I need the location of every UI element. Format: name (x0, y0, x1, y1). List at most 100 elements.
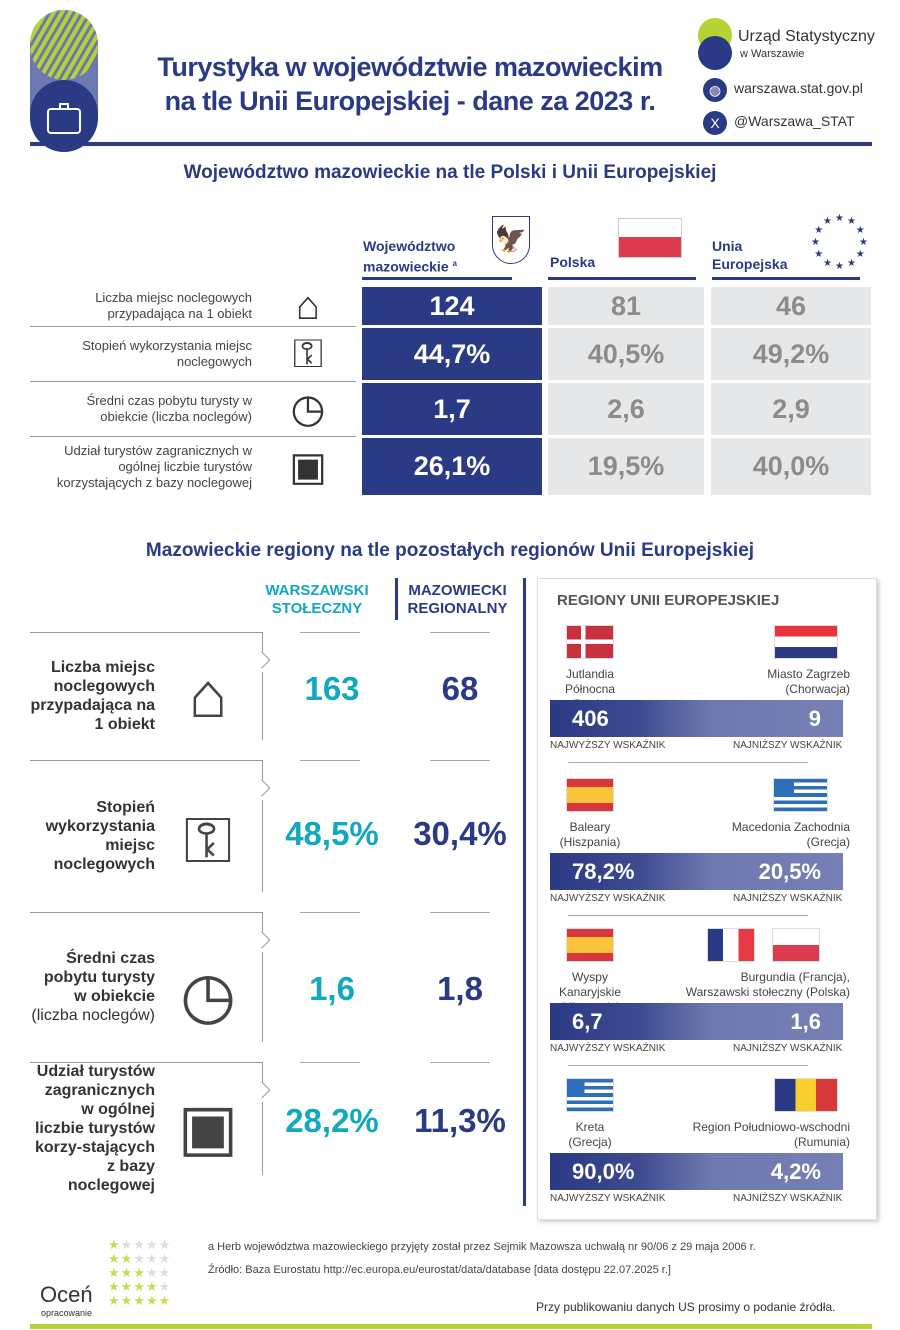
eu-value: 46 (711, 287, 871, 325)
eu-value: 49,2% (711, 328, 871, 380)
lowest-value: 4,2% (770, 1159, 821, 1184)
block-divider (568, 1065, 808, 1066)
poland-value: 2,6 (548, 383, 704, 435)
eu-star: ★ (835, 213, 844, 224)
region-name: Burgundia (Francja), (740, 970, 850, 984)
col-voiv-line2: mazowieckie (363, 258, 449, 275)
col-divider (395, 578, 398, 620)
rating-5-stars[interactable]: ★★★★★ (108, 1293, 172, 1308)
range-bar: 90,0% 4,2% (550, 1153, 843, 1190)
col-voiv-header: Województwo mazowieckie a (363, 237, 457, 276)
range-bar: 6,7 1,6 (550, 1003, 843, 1040)
col-tick (300, 760, 360, 761)
house-bed-icon: ⌂ (188, 659, 228, 731)
label-extra: (liczba noclegów) (31, 1007, 155, 1024)
row-pointer (262, 672, 263, 740)
region-row-label: Stopień wykorzystania miejsc noclegowych (30, 770, 155, 902)
row-label: Średni czas pobytu turysty w obiekcie (l… (86, 393, 252, 424)
poland-flag-icon (618, 218, 682, 258)
lowest-value: 9 (808, 706, 821, 731)
flag-hr-icon (774, 625, 838, 659)
eu-value: 40,0% (711, 438, 871, 495)
key-clock-icon: ⚿ (183, 803, 233, 876)
footnote-marker: a (452, 259, 457, 268)
lowest-label: NAJNIŻSZY WSKAŹNIK (733, 893, 843, 904)
label-text: Liczba miejsc noclegowych przypadająca n… (30, 659, 156, 733)
highest-label: NAJWYŻSZY WSKAŹNIK (550, 1193, 666, 1204)
col-eu-line2: Europejska (712, 256, 788, 272)
region-name: Jutlandia Północna (564, 667, 616, 696)
row-divider (30, 381, 356, 382)
eu-star: ★ (835, 261, 844, 272)
range-bar: 78,2% 20,5% (550, 853, 843, 890)
section2-title: Mazowieckie regiony na tle pozostałych r… (145, 540, 755, 561)
x-icon: X (703, 111, 727, 135)
section1-title: Województwo mazowieckie na tle Polski i … (183, 162, 717, 183)
highest-value: 90,0% (572, 1159, 635, 1184)
title-line-1: Turystyka w województwie mazowieckim (157, 52, 663, 82)
hand-clock-icon: ◷ (180, 958, 236, 1031)
col-tick (300, 912, 360, 913)
col-eu-line1: Unia (712, 238, 743, 254)
highest-label: NAJWYŻSZY WSKAŹNIK (550, 893, 666, 904)
voiv-value: 26,1% (362, 438, 542, 495)
org-name: Urząd Statystyczny (738, 28, 875, 45)
row-pointer (262, 912, 263, 932)
org-city: w Warszawie (740, 48, 805, 60)
col-ws-line2: STOŁECZNY (271, 600, 363, 617)
voiv-value: 44,7% (362, 328, 542, 380)
lowest-value: 20,5% (758, 859, 821, 884)
mazowiecki-value: 1,8 (437, 970, 483, 1007)
mazowiecki-value: 30,4% (413, 815, 507, 852)
website-link[interactable]: warszawa.stat.gov.pl (734, 80, 863, 96)
flag-gr-icon (773, 778, 828, 812)
col-warszawski-header: WARSZAWSKI STOŁECZNY (262, 582, 372, 618)
region-name: Kreta (575, 1120, 605, 1134)
block-divider (568, 915, 808, 916)
col-underline (712, 277, 860, 280)
row-arrow (253, 651, 271, 669)
warszawski-value: 1,6 (309, 970, 355, 1007)
rating-title: Oceń (40, 1282, 93, 1307)
region-country: (Chorwacja) (785, 682, 850, 696)
region-name: Baleary (569, 820, 611, 834)
source-note: Źródło: Baza Eurostatu http://ec.europa.… (208, 1264, 671, 1276)
mazowiecki-value: 11,3% (414, 1102, 506, 1139)
eu-star: ★ (855, 225, 865, 236)
eu-star: ★ (823, 216, 832, 228)
rating-2-stars[interactable]: ★★★★★ (108, 1251, 172, 1266)
row-divider (30, 326, 356, 327)
rating-1-stars[interactable]: ★★★★★ (108, 1237, 172, 1252)
rating-subtitle: opracowanie (41, 1308, 93, 1318)
poland-value: 19,5% (548, 438, 704, 495)
lowest-region: Region Południowo-wschodni (Rumunia) (670, 1120, 850, 1150)
row-arrow (253, 1081, 271, 1099)
col-underline (548, 277, 696, 280)
mazowiecki-value: 68 (441, 670, 479, 707)
header-decoration (30, 10, 98, 152)
eu-star: ★ (814, 249, 824, 260)
region-name: Wyspy Kanaryjskie (558, 970, 622, 999)
footer-bar (30, 1324, 872, 1329)
warszawski-value: 28,2% (285, 1102, 379, 1139)
rating-3-stars[interactable]: ★★★★★ (108, 1265, 172, 1280)
region-row-label: Średni czas pobytu turysty w obiekcie (li… (30, 922, 155, 1052)
region-country: (Rumunia) (793, 1135, 850, 1149)
col-ws-line1: WARSZAWSKI (265, 582, 369, 599)
rating-4-stars[interactable]: ★★★★★ (108, 1279, 172, 1294)
eu-regions-title: REGIONY UNII EUROPEJSKIEJ (557, 592, 780, 609)
twitter-link[interactable]: @Warszawa_STAT (734, 113, 855, 129)
house-bed-icon: ⌂ (295, 283, 321, 328)
flag-pl-icon (772, 928, 820, 962)
lowest-label: NAJNIŻSZY WSKAŹNIK (733, 1043, 843, 1054)
col-voiv-line1: Województwo (363, 238, 456, 254)
key-clock-icon: ⚿ (292, 331, 324, 376)
row-divider (30, 912, 262, 913)
lowest-region: Miasto Zagrzeb (Chorwacja) (670, 667, 850, 697)
highest-label: NAJWYŻSZY WSKAŹNIK (550, 1043, 666, 1054)
row-label: Stopień wykorzystania miejsc noclegowych (82, 338, 252, 369)
flag-ro-icon (774, 1078, 838, 1112)
col-mr-line1: MAZOWIECKI (408, 582, 507, 599)
globe-icon: ◍ (703, 78, 727, 102)
row-divider (30, 632, 262, 633)
